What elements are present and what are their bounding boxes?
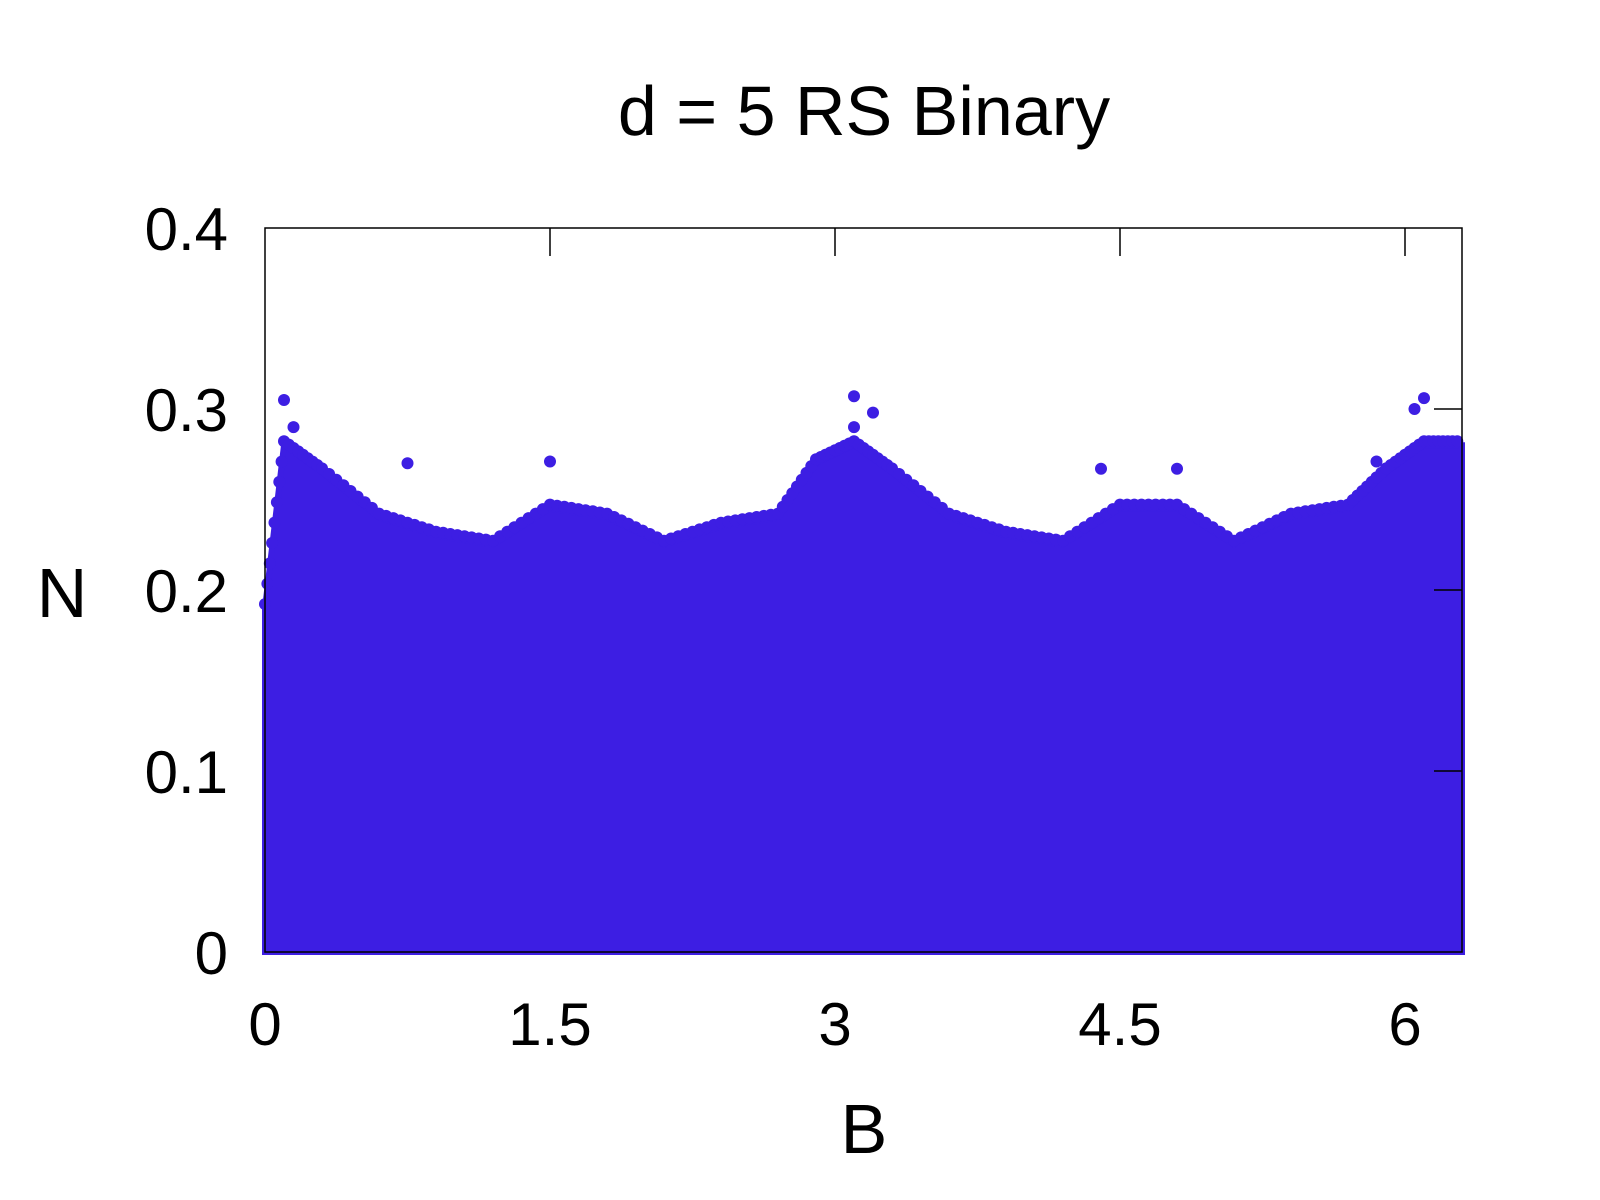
scatter-point (287, 421, 300, 434)
scatter-point (270, 496, 283, 509)
scatter-point (278, 394, 290, 406)
scatter-point (1370, 455, 1383, 468)
scatter-point (1418, 392, 1430, 405)
scatter-point (275, 455, 288, 468)
y-tick-label: 0.1 (145, 739, 228, 806)
y-tick-label: 0 (195, 920, 228, 987)
scatter-point (401, 457, 414, 470)
scatter-point (1451, 435, 1464, 448)
y-tick-label: 0.3 (145, 377, 228, 444)
scatter-point (263, 557, 276, 570)
scatter-point (1171, 462, 1183, 475)
scatter-point (1095, 462, 1107, 475)
scatter-point (268, 516, 281, 529)
plot-area: 0 1.5 3 4.5 6 0 0.1 0.2 0.3 0.4 (145, 196, 1465, 1058)
y-tick-label: 0.4 (145, 196, 228, 263)
scatter-point (848, 421, 860, 434)
x-tick-label: 3 (818, 991, 851, 1058)
chart-title: d = 5 RS Binary (618, 72, 1110, 150)
scatter-point (848, 390, 860, 403)
y-axis-label: N (37, 554, 88, 632)
scatter-point (544, 455, 556, 468)
scatter-point (1408, 403, 1421, 415)
x-tick-label: 0 (248, 991, 281, 1058)
scatter-point (266, 537, 279, 549)
scatter-point (261, 577, 274, 590)
y-tick-label: 0.2 (145, 558, 228, 625)
x-axis-label: B (841, 1090, 888, 1168)
scatter-point (273, 475, 286, 488)
x-tick-label: 6 (1388, 991, 1421, 1058)
scatter-point (867, 406, 879, 419)
x-tick-label: 4.5 (1078, 991, 1161, 1058)
x-tick-label: 1.5 (508, 991, 591, 1058)
